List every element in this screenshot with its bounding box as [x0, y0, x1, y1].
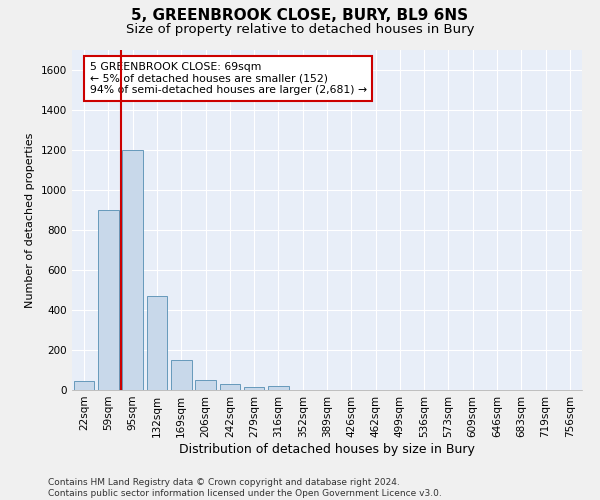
Text: 5 GREENBROOK CLOSE: 69sqm
← 5% of detached houses are smaller (152)
94% of semi-: 5 GREENBROOK CLOSE: 69sqm ← 5% of detach… [90, 62, 367, 95]
Bar [244, 387, 265, 390]
Bar [195, 380, 216, 390]
Bar [122, 150, 143, 390]
X-axis label: Distribution of detached houses by size in Bury: Distribution of detached houses by size … [179, 442, 475, 456]
Text: Contains HM Land Registry data © Crown copyright and database right 2024.
Contai: Contains HM Land Registry data © Crown c… [48, 478, 442, 498]
Bar [171, 360, 191, 390]
Text: Size of property relative to detached houses in Bury: Size of property relative to detached ho… [126, 22, 474, 36]
Bar [74, 381, 94, 390]
Bar [98, 210, 119, 390]
Bar [268, 386, 289, 390]
Y-axis label: Number of detached properties: Number of detached properties [25, 132, 35, 308]
Bar [220, 384, 240, 390]
Text: 5, GREENBROOK CLOSE, BURY, BL9 6NS: 5, GREENBROOK CLOSE, BURY, BL9 6NS [131, 8, 469, 22]
Bar [146, 296, 167, 390]
